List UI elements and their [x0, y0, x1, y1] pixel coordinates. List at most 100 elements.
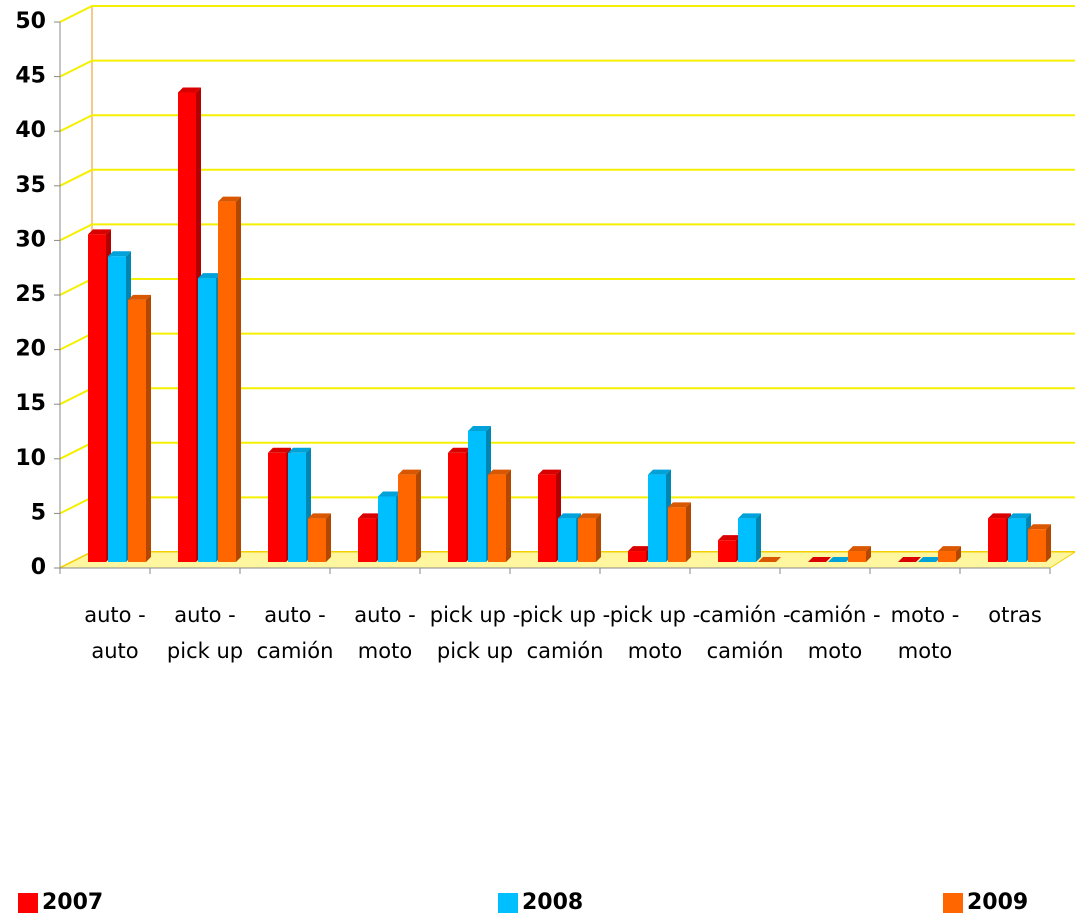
bar-front [288, 452, 306, 562]
bar-top [898, 557, 921, 562]
y-tick-label: 30 [15, 227, 46, 252]
bar-front [1008, 518, 1026, 562]
bar-top [558, 513, 581, 519]
bar-side [146, 294, 151, 562]
bar-front [308, 518, 326, 562]
bar-top [198, 273, 221, 279]
legend-label: 2007 [42, 890, 104, 915]
bar [288, 447, 311, 562]
bar-front [398, 474, 416, 562]
bar-top [718, 535, 741, 541]
bar-side [866, 546, 871, 562]
bar [358, 513, 381, 562]
bar [128, 294, 151, 562]
bar-front [448, 452, 466, 562]
bar-front [378, 496, 396, 562]
y-tick-label: 50 [15, 9, 46, 34]
bar-front [178, 92, 196, 562]
bar-front [198, 278, 216, 562]
bar-top [758, 557, 781, 562]
bar-side [326, 513, 331, 562]
bar-top [828, 557, 851, 562]
x-tick-label: auto - moto [354, 603, 416, 663]
legend-swatch [498, 893, 518, 913]
bar-top [468, 425, 491, 431]
bar-top [938, 546, 961, 552]
bar-front [648, 474, 666, 562]
bar-side [506, 469, 511, 562]
x-tick-label: camión - moto [789, 603, 881, 663]
bar-front [718, 540, 736, 562]
bar-front [578, 518, 596, 562]
bar-front [988, 518, 1006, 562]
legend-swatch [943, 893, 963, 913]
bar [1028, 524, 1051, 562]
bar [398, 469, 421, 562]
bar-front [628, 551, 646, 562]
legend-label: 2009 [967, 890, 1029, 915]
x-tick-label: auto - auto [84, 603, 146, 663]
bar [1008, 513, 1031, 562]
bar-top [448, 447, 471, 453]
bar [628, 546, 651, 562]
y-tick-label: 40 [15, 118, 46, 143]
bar [488, 469, 511, 562]
bar-top [578, 513, 601, 519]
bar [718, 535, 741, 562]
bar [668, 502, 691, 562]
bar-top [738, 513, 761, 519]
bar-top [358, 513, 381, 519]
bar-top [308, 513, 331, 519]
bar-front [668, 507, 686, 562]
y-tick-label: 20 [15, 337, 46, 362]
bar-front [938, 551, 956, 562]
bar [828, 557, 851, 562]
legend-swatch [18, 893, 38, 913]
grid-line [59, 5, 1075, 23]
grid-line [59, 59, 1075, 78]
bar-top [918, 557, 941, 562]
bar [178, 87, 201, 562]
bar-side [596, 513, 601, 562]
bar-front [88, 234, 106, 562]
bar [648, 469, 671, 562]
bar [468, 425, 491, 562]
bar [448, 447, 471, 562]
bar-front [468, 430, 486, 562]
x-tick-label: auto - camión [256, 603, 334, 663]
bar-side [756, 513, 761, 562]
x-tick-label: otras [988, 603, 1042, 627]
x-tick-label: auto - pick up [166, 603, 244, 663]
bar-top [1028, 524, 1051, 530]
bar [738, 513, 761, 562]
bar-front [738, 518, 756, 562]
bar [918, 557, 941, 562]
bar [198, 273, 221, 562]
bar-top [1008, 513, 1031, 519]
bar-front [538, 474, 556, 562]
y-tick-label: 25 [15, 282, 46, 307]
bar-top [488, 469, 511, 475]
bar-side [1046, 524, 1051, 562]
x-tick-label: pick up - camión [519, 603, 611, 663]
y-tick-label: 45 [15, 64, 46, 89]
bar-front [108, 256, 126, 562]
y-tick-label: 15 [15, 391, 46, 416]
bar-top [668, 502, 691, 508]
bar [108, 251, 131, 563]
x-tick-label: moto - moto [890, 603, 960, 663]
y-tick-label: 0 [31, 555, 46, 580]
bar-front [488, 474, 506, 562]
bar-top [288, 447, 311, 453]
bar [268, 447, 291, 562]
bar [558, 513, 581, 562]
bar [898, 557, 921, 562]
bar-top [628, 546, 651, 552]
y-tick-label: 10 [15, 446, 46, 471]
bar-front [268, 452, 286, 562]
bar [218, 196, 241, 562]
bar-side [416, 469, 421, 562]
bar [88, 229, 111, 562]
